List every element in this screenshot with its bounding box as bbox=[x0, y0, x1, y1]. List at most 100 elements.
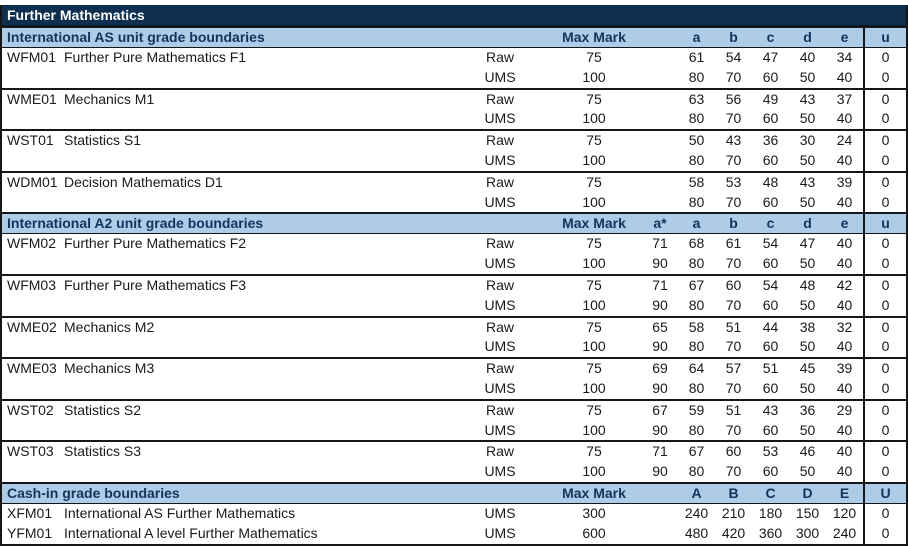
grade-value-cell: 50 bbox=[799, 338, 816, 355]
grade-value-cell: 40 bbox=[836, 443, 853, 460]
max-mark-cell: 100 bbox=[582, 255, 606, 272]
grade-value-cell: 0 bbox=[863, 337, 906, 358]
max-mark-header: Max Mark bbox=[562, 215, 626, 232]
grade-value-cell: 54 bbox=[725, 49, 742, 65]
grade-value-cell bbox=[642, 173, 678, 193]
grade-value-cell: 64 bbox=[688, 360, 705, 377]
mark-type-cell: UMS bbox=[484, 110, 516, 127]
grade-value-cell bbox=[642, 131, 678, 151]
section-header-row: International AS unit grade boundaries Ma… bbox=[2, 26, 906, 48]
grade-value-cell: 51 bbox=[725, 318, 742, 335]
grade-value-cell: 67 bbox=[652, 401, 668, 418]
max-mark-cell: 75 bbox=[586, 235, 602, 252]
grade-column-header: u bbox=[863, 28, 906, 47]
max-mark-cell: 100 bbox=[582, 151, 606, 168]
grade-value-cell: 61 bbox=[725, 235, 742, 252]
grade-column-header: a bbox=[692, 29, 701, 45]
grade-value-cell: 80 bbox=[688, 421, 705, 438]
unit-name-cell bbox=[2, 462, 454, 482]
unit-name: International AS Further Mathematics bbox=[64, 504, 296, 521]
section-header-label: Cash-in grade boundaries bbox=[7, 484, 180, 501]
unit-name: Further Pure Mathematics F3 bbox=[64, 276, 247, 293]
unit-name-cell bbox=[2, 421, 454, 441]
grade-value-cell: 65 bbox=[652, 318, 668, 335]
grade-value-cell: 80 bbox=[688, 151, 705, 168]
grade-value-cell: 68 bbox=[688, 235, 705, 252]
grade-value-cell: 0 bbox=[863, 295, 906, 316]
grade-value-cell: 60 bbox=[762, 379, 779, 396]
grade-value-cell: 48 bbox=[762, 173, 779, 190]
unit-group: WFM03 Further Pure Mathematics F3 Raw 75 71 6… bbox=[2, 273, 906, 316]
max-mark-cell: 75 bbox=[586, 360, 602, 377]
unit-group: WME03 Mechanics M3 Raw 75 69 64 57 51 45 39 0 UMS 10… bbox=[2, 357, 906, 399]
unit-name-cell bbox=[2, 379, 454, 399]
unit-code: WME01 bbox=[7, 90, 57, 107]
grade-value-cell: 60 bbox=[725, 276, 742, 293]
table-row: UMS 100 90 80 70 60 50 40 0 bbox=[2, 295, 906, 316]
grade-column-header: e bbox=[840, 29, 849, 45]
grade-value-cell: 120 bbox=[832, 504, 857, 521]
grade-value-cell: 60 bbox=[762, 68, 779, 85]
unit-name-cell bbox=[2, 109, 454, 129]
grade-value-cell: 56 bbox=[725, 90, 742, 107]
grade-value-cell: 36 bbox=[799, 401, 816, 418]
max-mark-cell: 75 bbox=[586, 318, 602, 335]
section-header-row: International A2 unit grade boundaries Ma… bbox=[2, 212, 906, 235]
grade-column-header: b bbox=[729, 29, 738, 45]
mark-type-cell: Raw bbox=[485, 49, 514, 65]
grade-value-cell: 0 bbox=[863, 400, 906, 421]
unit-name: Decision Mathematics D1 bbox=[64, 173, 223, 190]
mark-type-cell: UMS bbox=[484, 296, 516, 313]
grade-value-cell: 90 bbox=[652, 338, 668, 355]
unit-group: XFM01 International AS Further Mathematic… bbox=[2, 503, 906, 524]
mark-type-cell: UMS bbox=[484, 151, 516, 168]
grade-value-cell: 40 bbox=[836, 193, 853, 210]
grade-value-cell: 40 bbox=[836, 255, 853, 272]
max-mark-cell: 300 bbox=[582, 504, 606, 521]
grade-column-header: c bbox=[766, 29, 775, 45]
grade-value-cell: 60 bbox=[725, 443, 742, 460]
grade-column-header bbox=[642, 28, 678, 47]
max-mark-cell: 75 bbox=[586, 90, 602, 107]
unit-code: WST01 bbox=[7, 132, 54, 149]
unit-group: WFM02 Further Pure Mathematics F2 Raw 75 71 6… bbox=[2, 234, 906, 274]
mark-type-cell: UMS bbox=[484, 463, 516, 480]
unit-group: WME01 Mechanics M1 Raw 75 63 56 49 43 37 0 UMS 100 8… bbox=[2, 87, 906, 130]
grade-value-cell: 34 bbox=[836, 49, 853, 65]
mark-type-cell: UMS bbox=[484, 421, 516, 438]
unit-name-cell bbox=[2, 193, 454, 213]
grade-value-cell bbox=[642, 151, 678, 171]
grade-value-cell: 53 bbox=[725, 173, 742, 190]
grade-value-cell: 50 bbox=[799, 296, 816, 313]
max-mark-cell: 75 bbox=[586, 443, 602, 460]
unit-group: WST02 Statistics S2 Raw 75 67 59 51 43 36 29 0 UMS 1… bbox=[2, 398, 906, 441]
grade-value-cell: 39 bbox=[836, 173, 853, 190]
unit-name: Further Pure Mathematics F2 bbox=[64, 235, 247, 252]
grade-value-cell: 70 bbox=[725, 421, 742, 438]
grade-value-cell: 0 bbox=[863, 462, 906, 482]
grade-value-cell: 70 bbox=[725, 463, 742, 480]
grade-value-cell: 60 bbox=[762, 151, 779, 168]
section: Cash-in grade boundaries Max Mark A B C D E U XF… bbox=[2, 481, 906, 544]
max-mark-cell: 100 bbox=[582, 379, 606, 396]
grade-column-header: d bbox=[803, 29, 812, 45]
empty-cell bbox=[454, 28, 546, 47]
grade-value-cell: 80 bbox=[688, 463, 705, 480]
mark-type-cell: UMS bbox=[484, 504, 516, 521]
grade-value-cell: 90 bbox=[652, 255, 668, 272]
table-row: WFM02 Further Pure Mathematics F2 Raw 75 71 6… bbox=[2, 234, 906, 255]
grade-value-cell: 0 bbox=[863, 67, 906, 88]
grade-value-cell: 61 bbox=[688, 49, 705, 65]
grade-value-cell: 0 bbox=[863, 503, 906, 524]
table-row: XFM01 International AS Further Mathematic… bbox=[2, 503, 906, 524]
grade-column-header bbox=[642, 484, 678, 503]
grade-column-header: A bbox=[691, 484, 702, 501]
unit-group: WFM01 Further Pure Mathematics F1 Raw 75 61 5… bbox=[2, 48, 906, 88]
unit-name-cell: WME03 Mechanics M3 bbox=[2, 359, 454, 379]
grade-value-cell: 39 bbox=[836, 360, 853, 377]
grade-value-cell: 58 bbox=[688, 173, 705, 190]
grade-value-cell: 50 bbox=[799, 68, 816, 85]
unit-name: Further Pure Mathematics F1 bbox=[64, 49, 247, 65]
grade-value-cell: 0 bbox=[863, 150, 906, 171]
section-header-row: Cash-in grade boundaries Max Mark A B C D E U bbox=[2, 481, 906, 504]
